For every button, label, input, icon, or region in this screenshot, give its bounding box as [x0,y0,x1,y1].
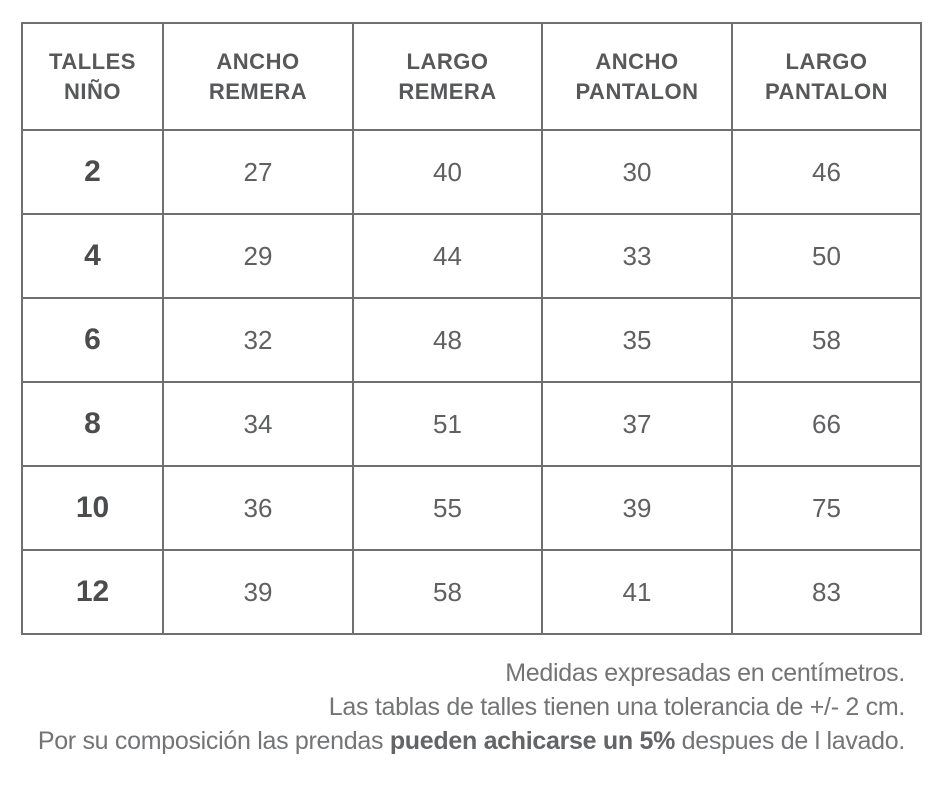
ancho-pantalon-value: 41 [541,549,733,635]
ancho-remera-value: 36 [162,465,354,551]
header-row: TALLES NIÑO ANCHO REMERA LARGO REMERA AN… [21,22,922,131]
largo-pantalon-value: 46 [731,129,922,215]
table-row-size-2: 2 27 40 30 46 [21,129,922,215]
table-row-size-10: 10 36 55 39 75 [21,465,922,551]
header-largo-remera: LARGO REMERA [352,22,543,131]
header-ancho-remera: ANCHO REMERA [162,22,354,131]
ancho-pantalon-value: 35 [541,297,733,383]
size-value: 10 [21,465,164,551]
ancho-pantalon-value: 37 [541,381,733,467]
ancho-pantalon-value: 33 [541,213,733,299]
header-largo-pantalon: LARGO PANTALON [731,22,922,131]
note-shrinkage: Por su composición las prendas pueden ac… [21,724,905,758]
ancho-remera-value: 27 [162,129,354,215]
largo-remera-value: 48 [352,297,543,383]
note-shrinkage-prefix: Por su composición las prendas [37,727,390,755]
ancho-remera-value: 29 [162,213,354,299]
note-units: Medidas expresadas en centímetros. [505,659,905,687]
note-shrinkage-bold: pueden achicarse un 5% [389,727,676,755]
largo-pantalon-value: 66 [731,381,922,467]
largo-remera-value: 58 [352,549,543,635]
size-chart-table: TALLES NIÑO ANCHO REMERA LARGO REMERA AN… [21,22,922,635]
table-row-size-12: 12 39 58 41 83 [21,549,922,635]
header-talles-nino: TALLES NIÑO [21,22,164,131]
header-ancho-pantalon: ANCHO PANTALON [541,22,733,131]
size-value: 8 [21,381,164,467]
ancho-remera-value: 39 [162,549,354,635]
largo-pantalon-value: 58 [731,297,922,383]
note-shrinkage-suffix: despues de l lavado. [675,727,906,755]
largo-remera-value: 40 [352,129,543,215]
largo-pantalon-value: 75 [731,465,922,551]
largo-remera-value: 44 [352,213,543,299]
largo-pantalon-value: 50 [731,213,922,299]
largo-remera-value: 55 [352,465,543,551]
footnotes: Medidas expresadas en centímetros. Las t… [21,656,905,758]
ancho-pantalon-value: 39 [541,465,733,551]
table-row-size-4: 4 29 44 33 50 [21,213,922,299]
size-value: 6 [21,297,164,383]
ancho-remera-value: 32 [162,297,354,383]
size-value: 4 [21,213,164,299]
largo-pantalon-value: 83 [731,549,922,635]
ancho-remera-value: 34 [162,381,354,467]
table-row-size-8: 8 34 51 37 66 [21,381,922,467]
ancho-pantalon-value: 30 [541,129,733,215]
note-tolerance: Las tablas de talles tienen una toleranc… [328,693,906,721]
table-row-size-6: 6 32 48 35 58 [21,297,922,383]
largo-remera-value: 51 [352,381,543,467]
size-value: 12 [21,549,164,635]
size-value: 2 [21,129,164,215]
